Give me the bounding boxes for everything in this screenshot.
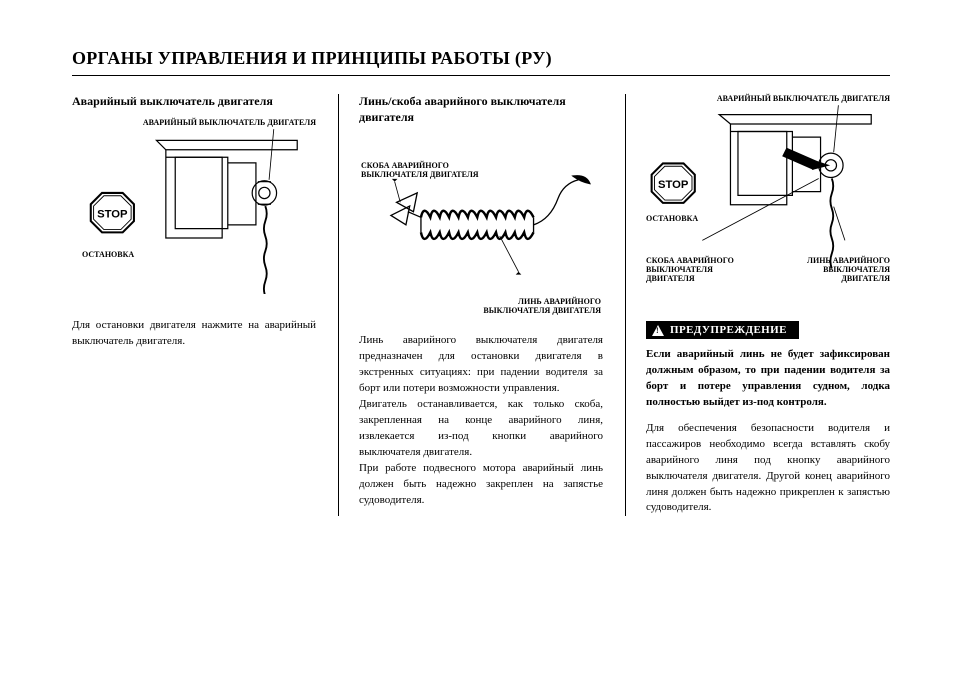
warning-label: ПРЕДУПРЕЖДЕНИЕ (670, 324, 787, 336)
col3-figure: АВАРИЙНЫЙ ВЫКЛЮЧАТЕЛЬ ДВИГАТЕЛЯ ОСТАНОВК… (646, 94, 890, 299)
col3-switch-caption: АВАРИЙНЫЙ ВЫКЛЮЧАТЕЛЬ ДВИГАТЕЛЯ (717, 94, 890, 103)
col2-lanyard-caption: ЛИНЬ АВАРИЙНОГО ВЫКЛЮЧАТЕЛЯ ДВИГАТЕЛЯ (483, 297, 601, 315)
col3-body: Для обеспечения безопасности водителя и … (646, 421, 890, 517)
column-1: Аварийный выключатель двигателя АВАРИЙНЫ… (72, 94, 316, 516)
col1-figure: АВАРИЙНЫЙ ВЫКЛЮЧАТЕЛЬ ДВИГАТЕЛЯ ОСТАНОВК… (72, 116, 316, 306)
stop-label: STOP (658, 179, 689, 191)
col1-switch-caption: АВАРИЙНЫЙ ВЫКЛЮЧАТЕЛЬ ДВИГАТЕЛЯ (143, 118, 316, 127)
col3-clip-caption: СКОБА АВАРИЙНОГО ВЫКЛЮЧАТЕЛЯ ДВИГАТЕЛЯ (646, 256, 734, 284)
col2-body: Линь аварийного выключателя двигателя пр… (359, 333, 603, 508)
col2-figure: СКОБА АВАРИЙНОГО ВЫКЛЮЧАТЕЛЯ ДВИГАТЕЛЯ Л… (359, 131, 603, 321)
col2-heading: Линь/скоба аварийного выключателя двигат… (359, 94, 603, 125)
col3-stop-caption: ОСТАНОВКА (646, 214, 698, 223)
column-3: АВАРИЙНЫЙ ВЫКЛЮЧАТЕЛЬ ДВИГАТЕЛЯ ОСТАНОВК… (625, 94, 890, 516)
col2-svg (359, 131, 603, 309)
stop-label: STOP (97, 208, 128, 220)
title-rule (72, 75, 890, 76)
stop-icon: STOP (91, 193, 134, 232)
col3-warn-body: Если аварийный линь не будет зафиксирова… (646, 347, 890, 411)
stop-icon: STOP (652, 163, 695, 202)
warning-badge: ПРЕДУПРЕЖДЕНИЕ (646, 321, 799, 339)
col1-body: Для остановки двигателя нажмите на авари… (72, 318, 316, 350)
col1-svg: STOP (72, 116, 316, 294)
col1-heading: Аварийный выключатель двигателя (72, 94, 316, 110)
columns: Аварийный выключатель двигателя АВАРИЙНЫ… (72, 94, 890, 516)
page-title: ОРГАНЫ УПРАВЛЕНИЯ И ПРИНЦИПЫ РАБОТЫ (РУ) (72, 48, 890, 69)
col2-clip-caption: СКОБА АВАРИЙНОГО ВЫКЛЮЧАТЕЛЯ ДВИГАТЕЛЯ (361, 161, 479, 179)
col3-lanyard-caption: ЛИНЬ АВАРИЙНОГО ВЫКЛЮЧАТЕЛЯ ДВИГАТЕЛЯ (807, 256, 890, 284)
warning-icon (652, 325, 664, 336)
column-2: Линь/скоба аварийного выключателя двигат… (338, 94, 603, 516)
col1-stop-caption: ОСТАНОВКА (82, 250, 134, 259)
